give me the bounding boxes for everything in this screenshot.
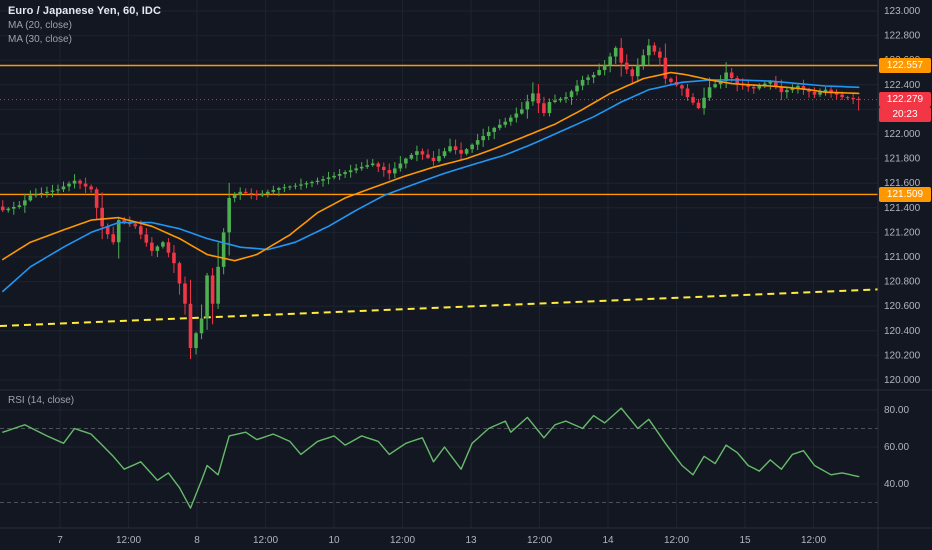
svg-text:121.600: 121.600	[884, 178, 921, 189]
svg-text:12:00: 12:00	[253, 535, 278, 546]
svg-text:60.00: 60.00	[884, 442, 909, 453]
time-axis[interactable]	[0, 528, 932, 550]
svg-text:12:00: 12:00	[390, 535, 415, 546]
svg-text:121.200: 121.200	[884, 227, 921, 238]
chart-legend: Euro / Japanese Yen, 60, IDC MA (20, clo…	[8, 5, 161, 45]
svg-text:121.000: 121.000	[884, 252, 921, 263]
svg-text:122.000: 122.000	[884, 129, 921, 140]
svg-text:122.400: 122.400	[884, 80, 921, 91]
svg-text:120.800: 120.800	[884, 277, 921, 288]
svg-text:120.000: 120.000	[884, 375, 921, 386]
svg-text:120.400: 120.400	[884, 326, 921, 337]
price-axis[interactable]	[878, 0, 932, 528]
svg-text:12:00: 12:00	[527, 535, 552, 546]
ma20-legend-item[interactable]: MA (20, close)	[8, 20, 72, 31]
svg-text:7: 7	[57, 535, 63, 546]
svg-text:120.200: 120.200	[884, 350, 921, 361]
symbol-title[interactable]: Euro / Japanese Yen, 60, IDC	[8, 5, 161, 17]
svg-text:121.800: 121.800	[884, 154, 921, 165]
svg-text:8: 8	[194, 535, 200, 546]
svg-text:40.00: 40.00	[884, 479, 909, 490]
svg-text:123.000: 123.000	[884, 6, 921, 17]
support-price-tag[interactable]: 121.509	[879, 186, 931, 202]
svg-text:122.800: 122.800	[884, 31, 921, 42]
svg-text:14: 14	[602, 535, 614, 546]
svg-text:10: 10	[328, 535, 340, 546]
svg-text:12:00: 12:00	[801, 535, 826, 546]
svg-text:15: 15	[739, 535, 751, 546]
svg-text:13: 13	[465, 535, 477, 546]
svg-text:12:00: 12:00	[664, 535, 689, 546]
rsi-legend-item[interactable]: RSI (14, close)	[8, 395, 75, 406]
svg-text:12:00: 12:00	[116, 535, 141, 546]
resistance-price-tag[interactable]: 122.557	[879, 57, 931, 73]
svg-text:121.400: 121.400	[884, 203, 921, 214]
bar-countdown-tag: 20:23	[879, 107, 931, 123]
ma30-legend-item[interactable]: MA (30, close)	[8, 34, 72, 45]
svg-text:120.600: 120.600	[884, 301, 921, 312]
last-price-tag: 122.279	[879, 92, 931, 108]
svg-text:80.00: 80.00	[884, 405, 909, 416]
